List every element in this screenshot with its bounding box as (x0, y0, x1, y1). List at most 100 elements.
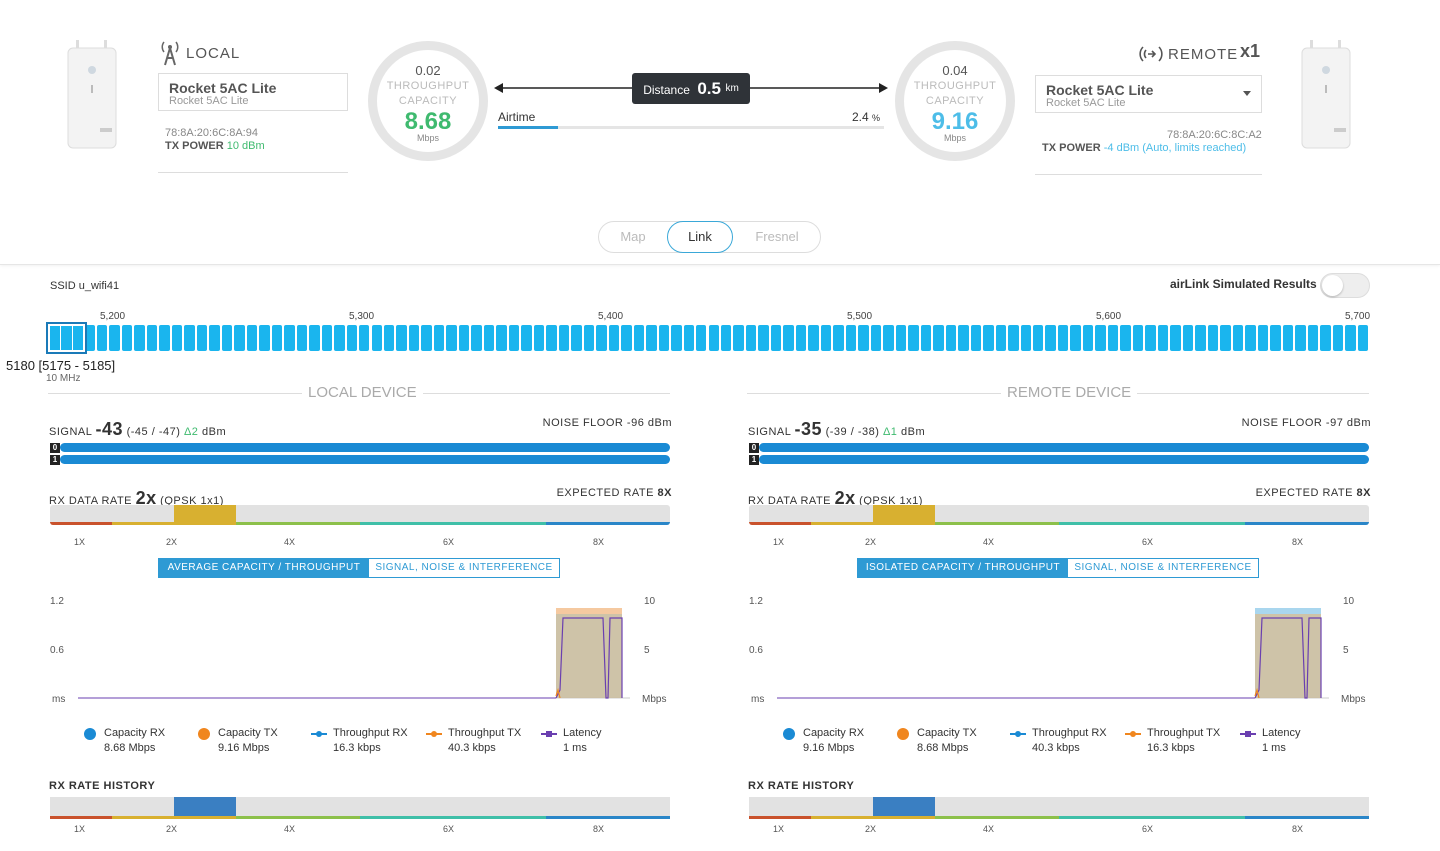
channel-block[interactable] (84, 325, 95, 351)
selected-channel[interactable] (46, 322, 87, 354)
channel-block[interactable] (1033, 325, 1044, 351)
channel-block[interactable] (259, 325, 270, 351)
channel-block[interactable] (1145, 325, 1156, 351)
channel-block[interactable] (1282, 325, 1294, 351)
channel-block[interactable] (745, 325, 757, 351)
channel-block[interactable] (1345, 325, 1356, 351)
capacity-throughput-button[interactable]: AVERAGE CAPACITY / THROUGHPUT (159, 559, 369, 577)
channel-block[interactable] (1332, 325, 1344, 351)
channel-block[interactable] (1045, 325, 1056, 351)
channel-block[interactable] (521, 325, 532, 351)
channel-block[interactable] (334, 325, 345, 351)
signal-noise-interference-button[interactable]: SIGNAL, NOISE & INTERFERENCE (375, 562, 553, 573)
channel-block[interactable] (483, 325, 495, 351)
channel-block[interactable] (870, 325, 882, 351)
chevron-down-icon[interactable] (1243, 91, 1251, 96)
remote-device-select[interactable]: Rocket 5AC Lite Rocket 5AC Lite (1035, 75, 1262, 113)
channel-block[interactable] (933, 325, 944, 351)
channel-block[interactable] (209, 325, 220, 351)
channel-block[interactable] (171, 325, 183, 351)
channel-block[interactable] (221, 325, 233, 351)
channel-block[interactable] (1357, 325, 1368, 351)
channel-block[interactable] (970, 325, 982, 351)
channel-block[interactable] (458, 325, 470, 351)
channel-block[interactable] (783, 325, 794, 351)
channel-block[interactable] (1120, 325, 1131, 351)
tab-link[interactable]: Link (667, 221, 733, 253)
channel-block[interactable] (558, 325, 570, 351)
legend-item[interactable]: Capacity TX 8.68 Mbps (897, 727, 977, 754)
channel-block[interactable] (1207, 325, 1219, 351)
channel-block[interactable] (309, 325, 320, 351)
channel-block[interactable] (770, 325, 782, 351)
channel-block[interactable] (383, 325, 395, 351)
legend-item[interactable]: Capacity TX 9.16 Mbps (198, 727, 278, 754)
tab-map[interactable]: Map (620, 229, 646, 244)
channel-block[interactable] (433, 325, 445, 351)
channel-block[interactable] (1320, 325, 1331, 351)
channel-block[interactable] (296, 325, 308, 351)
channel-block[interactable] (808, 325, 819, 351)
channel-block[interactable] (234, 325, 245, 351)
channel-block[interactable] (1220, 325, 1231, 351)
legend-item[interactable]: Latency 1 ms (541, 727, 602, 754)
capacity-throughput-button[interactable]: ISOLATED CAPACITY / THROUGHPUT (858, 559, 1068, 577)
channel-block[interactable] (146, 325, 158, 351)
channel-block[interactable] (533, 325, 545, 351)
legend-item[interactable]: Throughput TX 40.3 kbps (426, 727, 521, 754)
channel-block[interactable] (683, 325, 694, 351)
channel-block[interactable] (359, 325, 370, 351)
channel-block[interactable] (421, 325, 432, 351)
channel-block[interactable] (496, 325, 507, 351)
channel-block[interactable] (845, 325, 857, 351)
channel-block[interactable] (983, 325, 994, 351)
channel-block[interactable] (396, 325, 407, 351)
channel-block[interactable] (1082, 325, 1094, 351)
legend-item[interactable]: Throughput TX 16.3 kbps (1125, 727, 1220, 754)
channel-block[interactable] (246, 325, 258, 351)
channel-block[interactable] (1270, 325, 1281, 351)
channel-block[interactable] (733, 325, 744, 351)
legend-item[interactable]: Latency 1 ms (1240, 727, 1301, 754)
tab-fresnel[interactable]: Fresnel (755, 229, 799, 244)
channel-block[interactable] (1157, 325, 1169, 351)
channel-block[interactable] (995, 325, 1007, 351)
legend-item[interactable]: Capacity RX 9.16 Mbps (783, 727, 864, 754)
channel-block[interactable] (758, 325, 769, 351)
channel-block[interactable] (958, 325, 969, 351)
channel-block[interactable] (121, 325, 133, 351)
channel-block[interactable] (109, 325, 120, 351)
channel-block[interactable] (346, 325, 358, 351)
channel-block[interactable] (1132, 325, 1144, 351)
channel-block[interactable] (708, 325, 719, 351)
airlink-toggle[interactable] (1320, 273, 1370, 298)
channel-block[interactable] (833, 325, 844, 351)
channel-block[interactable] (1182, 325, 1194, 351)
channel-block[interactable] (196, 325, 208, 351)
channel-block[interactable] (1095, 325, 1106, 351)
channel-block[interactable] (546, 325, 557, 351)
channel-block[interactable] (1195, 325, 1206, 351)
channel-block[interactable] (1245, 325, 1256, 351)
channel-block[interactable] (446, 325, 457, 351)
channel-block[interactable] (1107, 325, 1119, 351)
channel-block[interactable] (858, 325, 869, 351)
channel-block[interactable] (1057, 325, 1069, 351)
channel-block[interactable] (471, 325, 482, 351)
legend-item[interactable]: Capacity RX 8.68 Mbps (84, 727, 165, 754)
channel-block[interactable] (1020, 325, 1031, 351)
channel-block[interactable] (945, 325, 957, 351)
channel-block[interactable] (908, 325, 919, 351)
channel-block[interactable] (696, 325, 707, 351)
channel-block[interactable] (1170, 325, 1181, 351)
channel-block[interactable] (596, 325, 607, 351)
channel-block[interactable] (820, 325, 832, 351)
channel-block[interactable] (284, 325, 295, 351)
channel-block[interactable] (920, 325, 932, 351)
channel-block[interactable] (371, 325, 382, 351)
channel-block[interactable] (1008, 325, 1019, 351)
channel-block[interactable] (134, 325, 145, 351)
channel-block[interactable] (96, 325, 108, 351)
channel-block[interactable] (1295, 325, 1306, 351)
channel-block[interactable] (671, 325, 682, 351)
